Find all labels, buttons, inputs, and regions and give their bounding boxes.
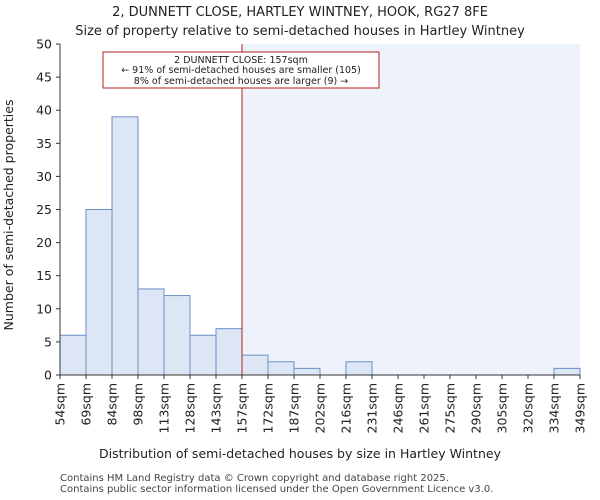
x-tick-label: 84sqm xyxy=(105,383,120,426)
x-tick-label: 98sqm xyxy=(131,383,146,426)
y-tick-label: 30 xyxy=(36,169,52,184)
y-tick-label: 5 xyxy=(44,334,52,349)
bar-157sqm xyxy=(241,354,269,376)
y-tick-label: 25 xyxy=(36,202,52,217)
bar-54sqm xyxy=(59,334,87,376)
bar-113sqm xyxy=(163,295,191,376)
x-tick-label: 275sqm xyxy=(443,383,458,433)
x-tick-label: 113sqm xyxy=(157,383,172,433)
chart-subtitle: Size of property relative to semi-detach… xyxy=(75,24,525,39)
y-tick-label: 15 xyxy=(36,268,52,283)
chart-title: 2, DUNNETT CLOSE, HARTLEY WINTNEY, HOOK,… xyxy=(112,5,488,20)
y-tick-label: 0 xyxy=(44,368,52,383)
x-tick-label: 69sqm xyxy=(79,383,94,426)
y-axis: 0 5 10 15 20 25 30 35 40 45 50 xyxy=(36,37,61,383)
y-tick-label: 50 xyxy=(36,37,52,52)
x-tick-label: 128sqm xyxy=(183,383,198,433)
bar-69sqm xyxy=(85,209,113,376)
x-tick-label: 246sqm xyxy=(391,383,406,433)
x-tick-label: 349sqm xyxy=(573,383,588,433)
x-tick-label: 143sqm xyxy=(209,383,224,433)
y-tick-label: 40 xyxy=(36,103,52,118)
x-tick-label: 261sqm xyxy=(417,383,432,433)
bar-172sqm xyxy=(267,361,295,376)
y-axis-label: Number of semi-detached properties xyxy=(1,100,16,331)
y-tick-label: 35 xyxy=(36,136,52,151)
y-tick-label: 10 xyxy=(36,301,52,316)
x-axis-label: Distribution of semi-detached houses by … xyxy=(99,446,502,461)
bars-group xyxy=(59,116,581,376)
annotation-border xyxy=(102,51,380,89)
annotation-box: 2 DUNNETT CLOSE: 157sqm ← 91% of semi-de… xyxy=(102,51,380,89)
x-tick-label: 54sqm xyxy=(53,383,68,426)
x-tick-label: 172sqm xyxy=(261,383,276,433)
x-tick-label: 157sqm xyxy=(235,383,250,433)
bar-187sqm xyxy=(293,367,321,376)
bar-143sqm xyxy=(215,328,243,376)
y-tick-label: 45 xyxy=(36,70,52,85)
y-tick-label: 20 xyxy=(36,235,52,250)
annotation-line-3: 8% of semi-detached houses are larger (9… xyxy=(134,76,348,87)
x-axis: 54sqm 69sqm 84sqm 98sqm 113sqm 128sqm 143sqm 15… xyxy=(53,374,588,433)
bar-334sqm xyxy=(553,367,581,376)
larger-region-shading xyxy=(242,44,580,375)
x-tick-label: 202sqm xyxy=(313,383,328,433)
x-tick-label: 187sqm xyxy=(287,383,302,433)
bar-84sqm xyxy=(111,116,139,376)
annotation-line-1: 2 DUNNETT CLOSE: 157sqm xyxy=(174,55,308,66)
x-tick-label: 320sqm xyxy=(521,383,536,433)
annotation-line-2: ← 91% of semi-detached houses are smalle… xyxy=(121,65,361,76)
bar-128sqm xyxy=(189,334,217,376)
footer-copyright: Contains HM Land Registry data © Crown c… xyxy=(60,473,449,484)
x-tick-label: 231sqm xyxy=(365,383,380,433)
x-tick-label: 334sqm xyxy=(547,383,562,433)
footer-licence: Contains public sector information licen… xyxy=(60,484,494,495)
bar-98sqm xyxy=(137,288,165,376)
x-tick-label: 290sqm xyxy=(469,383,484,433)
x-tick-label: 305sqm xyxy=(495,383,510,433)
bar-216sqm xyxy=(345,361,373,376)
x-tick-label: 216sqm xyxy=(339,383,354,433)
